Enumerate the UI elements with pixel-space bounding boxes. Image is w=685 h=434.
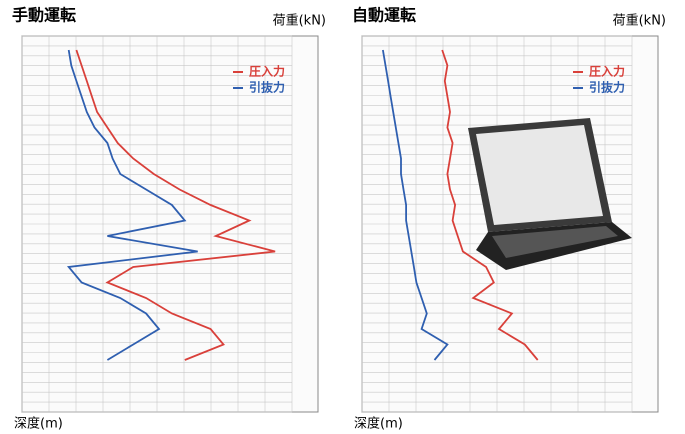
y-axis-label: 荷重(kN) — [273, 13, 326, 29]
x-axis-label: 深度(m) — [14, 416, 63, 432]
legend-label: 引抜力 — [589, 80, 625, 95]
laptop-screen — [476, 125, 603, 225]
page: {"chart_data": [ {"type": "line", "title… — [0, 0, 685, 434]
panel-title: 自動運転 — [352, 6, 416, 25]
panel-title: 手動運転 — [12, 6, 76, 25]
x-axis-label: 深度(m) — [354, 416, 403, 432]
legend-label: 圧入力 — [589, 64, 625, 79]
y-axis-label: 荷重(kN) — [613, 13, 666, 29]
chart: 手動運転荷重(kN)深度(m)自動運転荷重(kN)深度(m) 圧入力引抜力圧入力… — [0, 0, 685, 434]
legend-label: 引抜力 — [249, 80, 285, 95]
legend-label: 圧入力 — [249, 64, 285, 79]
